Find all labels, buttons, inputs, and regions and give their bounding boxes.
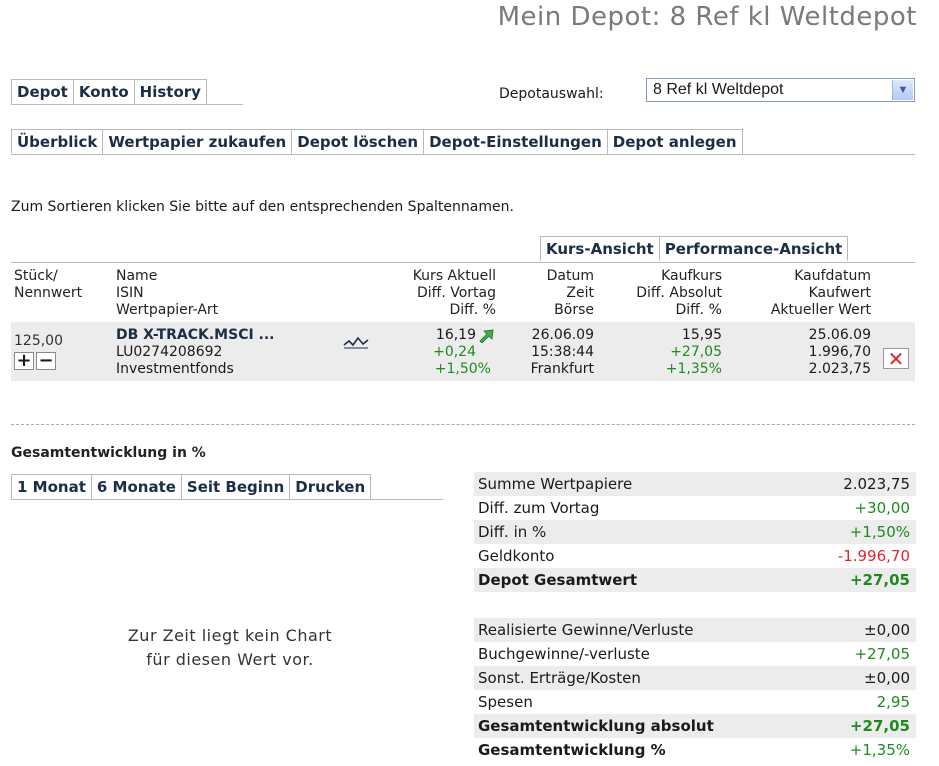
table-row [11, 322, 915, 381]
security-name-link[interactable]: DB X-TRACK.MSCI ... [116, 327, 275, 343]
period-tabs-underline [11, 499, 443, 500]
row-isin: LU0274208692 [116, 344, 223, 360]
row-datum-block: 26.06.09 15:38:44 Frankfurt [500, 327, 594, 378]
summary-row-total: Gesamtentwicklung absolut +27,05 [474, 714, 916, 738]
summary-row: Realisierte Gewinne/Verluste ±0,00 [474, 618, 916, 642]
arrow-up-right-icon [478, 328, 494, 347]
period-tabs: 1 Monat 6 Monate Seit Beginn Drucken [11, 474, 372, 499]
header-kurs[interactable]: Kurs Aktuell Diff. Vortag Diff. % [412, 268, 496, 318]
row-diff-pct: +1,50% [434, 361, 491, 377]
header-datum[interactable]: Datum Zeit Börse [546, 268, 594, 318]
row-datum: 26.06.09 [531, 327, 594, 343]
depot-select-value: 8 Ref kl Weltdepot [653, 81, 784, 98]
header-name[interactable]: Name ISIN Wertpapier-Art [116, 268, 219, 318]
tab-konto[interactable]: Konto [72, 79, 135, 104]
row-stueck: 125,00 [14, 333, 63, 349]
row-aktueller-wert: 2.023,75 [808, 361, 871, 377]
row-kurs-block: 16,19 +0,24 +1,50% [370, 327, 491, 378]
row-kaufwert: 1.996,70 [808, 344, 871, 360]
summary-row: Buchgewinne/-verluste +27,05 [478, 645, 910, 663]
row-kurs: 16,19 [435, 327, 476, 343]
row-zeit: 15:38:44 [531, 344, 594, 360]
tab-wertpapier-zukaufen[interactable]: Wertpapier zukaufen [102, 129, 293, 154]
tab-6-monate[interactable]: 6 Monate [90, 474, 182, 499]
header-stueck[interactable]: Stück/ Nennwert [14, 268, 83, 301]
tab-history[interactable]: History [133, 79, 207, 104]
table-top-line [11, 262, 915, 263]
summary-row: Diff. in % +1,50% [474, 520, 916, 544]
row-kaufkurs-block: 15,95 +27,05 +1,35% [600, 327, 722, 378]
row-boerse: Frankfurt [530, 361, 594, 377]
row-art: Investmentfonds [116, 361, 234, 377]
sub-tabs: Überblick Wertpapier zukaufen Depot lösc… [11, 129, 743, 154]
row-name-block: DB X-TRACK.MSCI ... LU0274208692 Investm… [116, 327, 275, 378]
summary-row-total: Gesamtentwicklung % +1,35% [478, 741, 910, 759]
tab-seit-beginn[interactable]: Seit Beginn [180, 474, 291, 499]
tab-ueberblick[interactable]: Überblick [11, 129, 104, 154]
tab-depot-einstellungen[interactable]: Depot-Einstellungen [423, 129, 608, 154]
stueck-controls: + − [14, 352, 58, 370]
header-kaufdatum[interactable]: Kaufdatum Kaufwert Aktueller Wert [770, 268, 871, 318]
summary-row: Geldkonto -1.996,70 [478, 547, 910, 565]
row-diff-vortag: +0,24 [433, 344, 476, 360]
gesamt-title: Gesamtentwicklung in % [11, 445, 206, 461]
summary-row: Diff. zum Vortag +30,00 [478, 499, 910, 517]
sub-tabs-underline [11, 154, 915, 155]
header-kaufkurs[interactable]: Kaufkurs Diff. Absolut Diff. % [636, 268, 722, 318]
minus-button[interactable]: − [36, 352, 56, 370]
chart-icon[interactable] [343, 334, 369, 353]
tab-drucken[interactable]: Drucken [289, 474, 372, 499]
row-diff-pct2: +1,35% [665, 361, 722, 377]
plus-button[interactable]: + [14, 352, 34, 370]
tab-kurs-ansicht[interactable]: Kurs-Ansicht [540, 236, 660, 261]
row-kaufdatum-block: 25.06.09 1.996,70 2.023,75 [728, 327, 871, 378]
depot-select[interactable]: 8 Ref kl Weltdepot ▼ [646, 78, 915, 102]
depotauswahl-label: Depotauswahl: [499, 86, 604, 102]
row-kaufkurs: 15,95 [681, 327, 722, 343]
delete-button[interactable]: ✕ [883, 346, 909, 371]
tab-depot[interactable]: Depot [11, 79, 74, 104]
main-tabs-underline [11, 104, 243, 105]
main-tabs: Depot Konto History [11, 79, 207, 104]
row-kaufdatum: 25.06.09 [808, 327, 871, 343]
row-diff-abs: +27,05 [670, 344, 722, 360]
no-chart-message: Zur Zeit liegt kein Chart für diesen Wer… [127, 626, 333, 669]
summary-row-total: Depot Gesamtwert +27,05 [474, 568, 916, 592]
tab-depot-anlegen[interactable]: Depot anlegen [606, 129, 743, 154]
view-tabs: Kurs-Ansicht Performance-Ansicht [540, 236, 849, 261]
summary-row: Sonst. Erträge/Kosten ±0,00 [474, 666, 916, 690]
tab-depot-loeschen[interactable]: Depot löschen [291, 129, 425, 154]
tab-performance-ansicht[interactable]: Performance-Ansicht [658, 236, 849, 261]
close-icon: ✕ [887, 346, 905, 371]
tab-1-monat[interactable]: 1 Monat [11, 474, 92, 499]
chevron-down-icon[interactable]: ▼ [892, 80, 913, 100]
sort-note: Zum Sortieren klicken Sie bitte auf den … [11, 199, 514, 215]
summary-row: Spesen 2,95 [478, 693, 910, 711]
page-title: Mein Depot: 8 Ref kl Weltdepot [497, 2, 917, 32]
summary-row: Summe Wertpapiere 2.023,75 [474, 472, 916, 496]
section-divider [11, 424, 915, 425]
